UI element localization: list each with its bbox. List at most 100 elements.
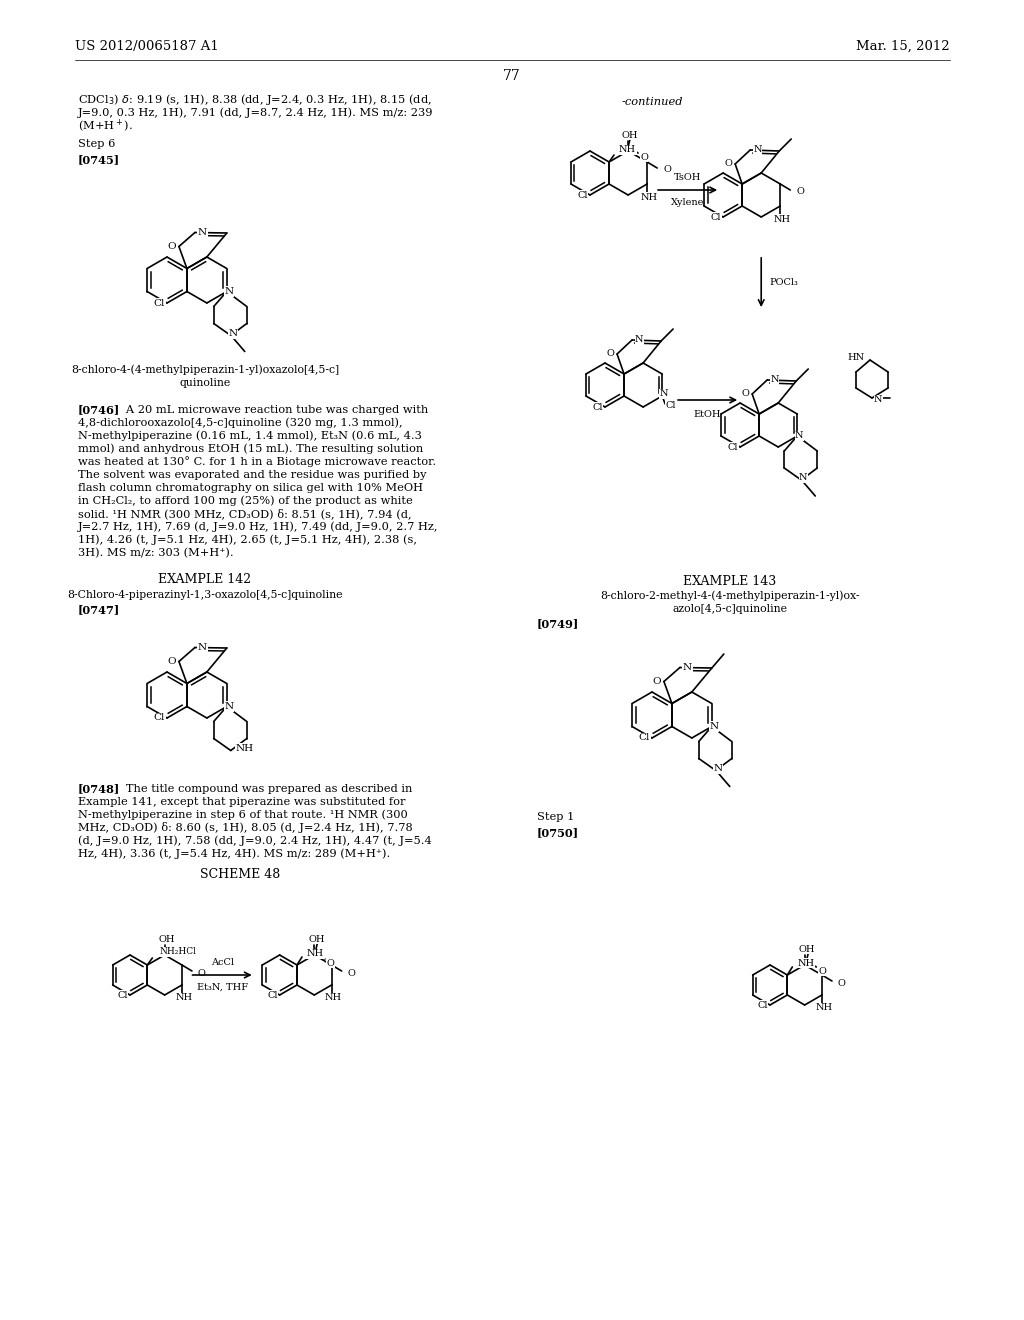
- Text: N: N: [770, 375, 778, 384]
- Text: N: N: [710, 722, 718, 731]
- Text: NH: NH: [307, 949, 324, 958]
- Text: EXAMPLE 143: EXAMPLE 143: [683, 576, 776, 587]
- Text: [0749]: [0749]: [537, 618, 580, 630]
- Text: Mar. 15, 2012: Mar. 15, 2012: [856, 40, 950, 53]
- Text: -continued: -continued: [622, 96, 683, 107]
- Text: O: O: [167, 657, 176, 667]
- Text: POCl₃: POCl₃: [769, 279, 798, 286]
- Text: EtOH: EtOH: [694, 411, 721, 418]
- Text: [0748]: [0748]: [78, 783, 120, 795]
- Text: OH: OH: [799, 945, 815, 953]
- Text: N: N: [754, 145, 762, 154]
- Text: N: N: [635, 335, 643, 345]
- Text: O: O: [198, 969, 206, 978]
- Text: O: O: [741, 389, 750, 399]
- Text: NH: NH: [236, 744, 254, 752]
- Text: NH: NH: [325, 994, 342, 1002]
- Text: J=2.7 Hz, 1H), 7.69 (d, J=9.0 Hz, 1H), 7.49 (dd, J=9.0, 2.7 Hz,: J=2.7 Hz, 1H), 7.69 (d, J=9.0 Hz, 1H), 7…: [78, 521, 438, 532]
- Text: 8-chloro-2-methyl-4-(4-methylpiperazin-1-yl)ox-: 8-chloro-2-methyl-4-(4-methylpiperazin-1…: [600, 590, 860, 601]
- Text: O: O: [640, 153, 648, 161]
- Text: O: O: [818, 966, 826, 975]
- Text: Cl: Cl: [118, 990, 128, 999]
- Text: 77: 77: [503, 69, 521, 83]
- Text: N: N: [713, 764, 722, 774]
- Text: O: O: [838, 978, 846, 987]
- Text: [0750]: [0750]: [537, 828, 580, 838]
- Text: NH: NH: [774, 214, 791, 223]
- Text: O: O: [347, 969, 355, 978]
- Text: O: O: [327, 958, 335, 968]
- Text: NH: NH: [815, 1003, 833, 1012]
- Text: Step 1: Step 1: [537, 812, 574, 822]
- Text: Hz, 4H), 3.36 (t, J=5.4 Hz, 4H). MS m/z: 289 (M+H⁺).: Hz, 4H), 3.36 (t, J=5.4 Hz, 4H). MS m/z:…: [78, 849, 390, 859]
- Text: OH: OH: [308, 935, 325, 944]
- Text: N: N: [874, 396, 883, 404]
- Text: OH: OH: [159, 935, 175, 944]
- Text: Cl: Cl: [639, 734, 650, 742]
- Text: quinoline: quinoline: [179, 378, 230, 388]
- Text: J=9.0, 0.3 Hz, 1H), 7.91 (dd, J=8.7, 2.4 Hz, 1H). MS m/z: 239: J=9.0, 0.3 Hz, 1H), 7.91 (dd, J=8.7, 2.4…: [78, 107, 433, 117]
- Text: N: N: [224, 702, 233, 711]
- Text: (M+H$^+$).: (M+H$^+$).: [78, 117, 133, 133]
- Text: N: N: [198, 643, 207, 652]
- Text: Cl: Cl: [154, 298, 165, 308]
- Text: 4,8-dichlorooxazolo[4,5-c]quinoline (320 mg, 1.3 mmol),: 4,8-dichlorooxazolo[4,5-c]quinoline (320…: [78, 417, 402, 428]
- Text: Example 141, except that piperazine was substituted for: Example 141, except that piperazine was …: [78, 797, 406, 807]
- Text: Cl: Cl: [578, 190, 588, 199]
- Text: N: N: [224, 286, 233, 296]
- Text: N: N: [683, 663, 692, 672]
- Text: Cl: Cl: [666, 401, 676, 411]
- Text: Cl: Cl: [593, 403, 603, 412]
- Text: [0745]: [0745]: [78, 154, 120, 165]
- Text: O: O: [652, 677, 660, 686]
- Text: N: N: [799, 474, 808, 483]
- Text: AcCl: AcCl: [211, 958, 233, 968]
- Text: N: N: [228, 329, 238, 338]
- Text: Cl: Cl: [711, 213, 721, 222]
- Text: [0747]: [0747]: [78, 605, 120, 615]
- Text: Cl: Cl: [154, 714, 165, 722]
- Text: N-methylpiperazine in step 6 of that route. ¹H NMR (300: N-methylpiperazine in step 6 of that rou…: [78, 809, 408, 820]
- Text: CDCl$_3$) $\delta$: 9.19 (s, 1H), 8.38 (dd, J=2.4, 0.3 Hz, 1H), 8.15 (dd,: CDCl$_3$) $\delta$: 9.19 (s, 1H), 8.38 (…: [78, 92, 432, 107]
- Text: MHz, CD₃OD) δ: 8.60 (s, 1H), 8.05 (d, J=2.4 Hz, 1H), 7.78: MHz, CD₃OD) δ: 8.60 (s, 1H), 8.05 (d, J=…: [78, 822, 413, 833]
- Text: Step 6: Step 6: [78, 139, 116, 149]
- Text: solid. ¹H NMR (300 MHz, CD₃OD) δ: 8.51 (s, 1H), 7.94 (d,: solid. ¹H NMR (300 MHz, CD₃OD) δ: 8.51 (…: [78, 508, 412, 519]
- Text: NH: NH: [641, 193, 657, 202]
- Text: US 2012/0065187 A1: US 2012/0065187 A1: [75, 40, 219, 53]
- Text: Cl: Cl: [728, 442, 738, 451]
- Text: Et₃N, THF: Et₃N, THF: [197, 983, 248, 993]
- Text: Xylene: Xylene: [671, 198, 705, 207]
- Text: Cl: Cl: [758, 1001, 768, 1010]
- Text: was heated at 130° C. for 1 h in a Biotage microwave reactor.: was heated at 130° C. for 1 h in a Biota…: [78, 457, 436, 467]
- Text: N-methylpiperazine (0.16 mL, 1.4 mmol), Et₃N (0.6 mL, 4.3: N-methylpiperazine (0.16 mL, 1.4 mmol), …: [78, 430, 422, 441]
- Text: 3H). MS m/z: 303 (M+H⁺).: 3H). MS m/z: 303 (M+H⁺).: [78, 548, 233, 558]
- Text: flash column chromatography on silica gel with 10% MeOH: flash column chromatography on silica ge…: [78, 483, 423, 492]
- Text: OH: OH: [622, 131, 638, 140]
- Text: O: O: [797, 187, 804, 197]
- Text: (d, J=9.0 Hz, 1H), 7.58 (dd, J=9.0, 2.4 Hz, 1H), 4.47 (t, J=5.4: (d, J=9.0 Hz, 1H), 7.58 (dd, J=9.0, 2.4 …: [78, 836, 432, 846]
- Text: [0746]: [0746]: [78, 404, 120, 414]
- Text: O: O: [724, 160, 732, 169]
- Text: 8-chloro-4-(4-methylpiperazin-1-yl)oxazolo[4,5-c]: 8-chloro-4-(4-methylpiperazin-1-yl)oxazo…: [71, 364, 339, 375]
- Text: N: N: [198, 228, 207, 238]
- Text: in CH₂Cl₂, to afford 100 mg (25%) of the product as white: in CH₂Cl₂, to afford 100 mg (25%) of the…: [78, 495, 413, 506]
- Text: O: O: [664, 165, 671, 174]
- Text: NH: NH: [620, 145, 636, 154]
- Text: NH₂HCl: NH₂HCl: [160, 948, 197, 957]
- Text: SCHEME 48: SCHEME 48: [200, 869, 281, 880]
- Text: The title compound was prepared as described in: The title compound was prepared as descr…: [115, 784, 413, 795]
- Text: TsOH: TsOH: [674, 173, 701, 182]
- Text: The solvent was evaporated and the residue was purified by: The solvent was evaporated and the resid…: [78, 470, 427, 480]
- Text: NH: NH: [175, 994, 193, 1002]
- Text: HN: HN: [848, 352, 865, 362]
- Text: N: N: [659, 389, 669, 399]
- Text: NH: NH: [798, 958, 814, 968]
- Text: azolo[4,5-c]quinoline: azolo[4,5-c]quinoline: [673, 605, 787, 614]
- Text: 1H), 4.26 (t, J=5.1 Hz, 4H), 2.65 (t, J=5.1 Hz, 4H), 2.38 (s,: 1H), 4.26 (t, J=5.1 Hz, 4H), 2.65 (t, J=…: [78, 535, 417, 545]
- Text: mmol) and anhydrous EtOH (15 mL). The resulting solution: mmol) and anhydrous EtOH (15 mL). The re…: [78, 444, 423, 454]
- Text: Cl: Cl: [267, 990, 278, 999]
- Text: N: N: [795, 432, 804, 441]
- Text: A 20 mL microwave reaction tube was charged with: A 20 mL microwave reaction tube was char…: [115, 405, 428, 414]
- Text: O: O: [167, 242, 176, 251]
- Text: 8-Chloro-4-piperazinyl-1,3-oxazolo[4,5-c]quinoline: 8-Chloro-4-piperazinyl-1,3-oxazolo[4,5-c…: [68, 590, 343, 601]
